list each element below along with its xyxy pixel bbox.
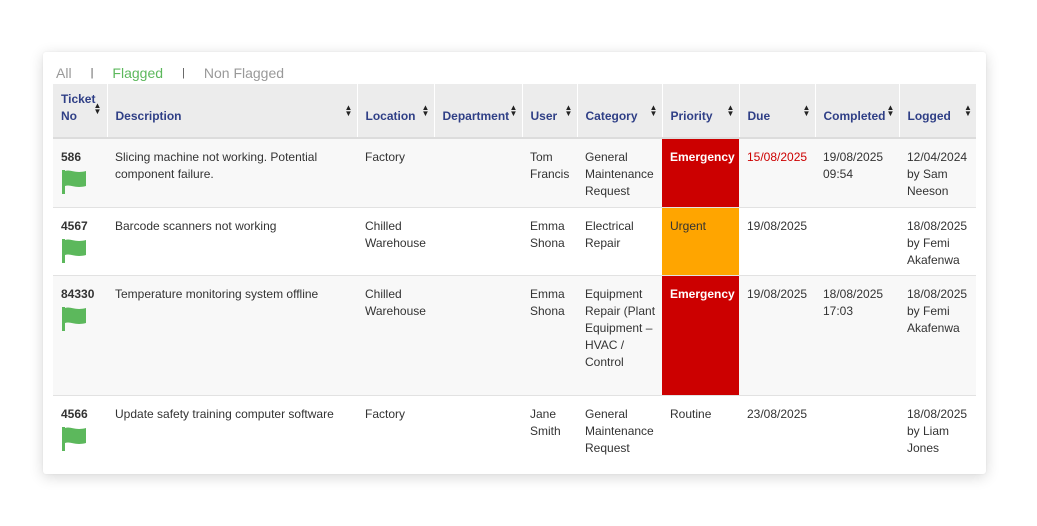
- description-cell: Temperature monitoring system offline: [107, 275, 357, 396]
- table-row[interactable]: 4567 Barcode scanners not working Chille…: [53, 207, 976, 276]
- filter-non-flagged[interactable]: Non Flagged: [203, 65, 285, 81]
- completed-cell: [815, 207, 899, 276]
- location-cell: Chilled Warehouse: [357, 207, 434, 276]
- sort-icon[interactable]: ▲ ▼: [726, 103, 735, 118]
- table-body: 586 Slicing machine not working. Potenti…: [53, 138, 976, 463]
- department-cell: [434, 395, 522, 463]
- department-cell: [434, 207, 522, 276]
- sort-icon[interactable]: ▲ ▼: [886, 103, 895, 118]
- sort-icon[interactable]: ▲ ▼: [509, 103, 518, 118]
- sort-icon[interactable]: ▲ ▼: [964, 103, 972, 118]
- flag-icon[interactable]: [61, 426, 87, 451]
- column-header-label: Logged: [907, 109, 951, 123]
- column-header-label: Location: [365, 109, 416, 123]
- logged-cell: 18/08/2025 by Liam Jones: [899, 395, 976, 463]
- column-header-label: Description: [115, 109, 182, 123]
- filter-separator: |: [90, 67, 94, 79]
- category-cell: General Maintenance Request: [577, 395, 662, 463]
- due-cell: 19/08/2025: [739, 275, 815, 396]
- column-header-due[interactable]: Due ▲ ▼: [739, 84, 816, 139]
- ticket-no-cell: 586: [53, 138, 107, 208]
- logged-cell: 18/08/2025 by Femi Akafenwa: [899, 207, 976, 276]
- user-cell: Jane Smith: [522, 395, 577, 463]
- location-cell: Factory: [357, 138, 434, 208]
- location-cell: Chilled Warehouse: [357, 275, 434, 396]
- user-cell: Emma Shona: [522, 207, 577, 276]
- filter-flagged[interactable]: Flagged: [112, 65, 164, 81]
- flag-icon[interactable]: [61, 238, 87, 263]
- ticket-number[interactable]: 4566: [61, 406, 88, 421]
- department-cell: [434, 275, 522, 396]
- user-cell: Emma Shona: [522, 275, 577, 396]
- column-header-user[interactable]: User ▲ ▼: [522, 84, 578, 139]
- ticket-number[interactable]: 586: [61, 150, 82, 164]
- due-cell: 23/08/2025: [739, 395, 815, 463]
- column-header-label: Completed: [823, 109, 886, 123]
- column-header-label: Due: [747, 109, 771, 123]
- priority-cell: Urgent: [662, 207, 739, 276]
- table-row[interactable]: 586 Slicing machine not working. Potenti…: [53, 138, 976, 208]
- ticket-number[interactable]: 84330: [61, 286, 95, 301]
- column-header-label: Priority: [670, 109, 713, 123]
- priority-cell: Emergency: [662, 275, 739, 396]
- logged-cell: 18/08/2025 by Femi Akafenwa: [899, 275, 976, 396]
- column-header-logged[interactable]: Logged ▲ ▼: [899, 84, 976, 139]
- due-cell: 19/08/2025: [739, 207, 815, 276]
- flag-icon[interactable]: [61, 170, 87, 194]
- priority-cell: Emergency: [662, 138, 739, 208]
- table-header: Ticket No ▲ ▼ Description ▲ ▼ Location ▲ ▼ Dep…: [53, 84, 976, 139]
- sort-icon[interactable]: ▲ ▼: [93, 101, 102, 116]
- sort-icon[interactable]: ▲ ▼: [802, 103, 811, 118]
- column-header-category[interactable]: Category ▲ ▼: [577, 84, 663, 139]
- column-header-label: Department: [442, 109, 510, 123]
- flag-icon[interactable]: [61, 306, 87, 331]
- column-header-priority[interactable]: Priority ▲ ▼: [662, 84, 740, 139]
- ticket-no-cell: 4566: [53, 395, 107, 463]
- column-header-location[interactable]: Location ▲ ▼: [357, 84, 435, 139]
- priority-cell: Routine: [662, 395, 739, 463]
- filter-all[interactable]: All: [56, 65, 72, 81]
- filter-separator: |: [182, 67, 185, 79]
- table-row[interactable]: 4566 Update safety training computer sof…: [53, 395, 976, 463]
- logged-cell: 12/04/2024 by Sam Neeson: [899, 138, 976, 208]
- sort-icon[interactable]: ▲ ▼: [344, 103, 353, 118]
- column-header-department[interactable]: Department ▲ ▼: [434, 84, 523, 139]
- department-cell: [434, 138, 522, 208]
- ticket-no-cell: 84330: [53, 275, 107, 396]
- flag-filter-bar: All | Flagged | Non Flagged: [56, 64, 284, 82]
- column-header-label: User: [530, 109, 558, 123]
- column-header-description[interactable]: Description ▲ ▼: [107, 84, 358, 139]
- sort-icon[interactable]: ▲ ▼: [564, 103, 573, 118]
- completed-cell: [815, 395, 899, 463]
- completed-cell: 19/08/2025 09:54: [815, 138, 899, 208]
- column-header-label: Category: [585, 109, 638, 123]
- sort-icon[interactable]: ▲ ▼: [649, 103, 658, 118]
- description-cell: Update safety training computer software: [107, 395, 357, 463]
- location-cell: Factory: [357, 395, 434, 463]
- table-row[interactable]: 84330 Temperature monitoring system offl…: [53, 275, 976, 396]
- category-cell: Equipment Repair (Plant Equipment – HVAC…: [577, 275, 662, 396]
- due-cell: 15/08/2025: [739, 138, 815, 208]
- sort-icon[interactable]: ▲ ▼: [421, 103, 430, 118]
- column-header-completed[interactable]: Completed ▲ ▼: [815, 84, 900, 139]
- ticket-no-cell: 4567: [53, 207, 107, 276]
- ticket-number[interactable]: 4567: [61, 218, 88, 233]
- column-header-label: Ticket No: [61, 92, 96, 123]
- tickets-table: Ticket No ▲ ▼ Description ▲ ▼ Location ▲ ▼ Dep…: [53, 84, 976, 463]
- category-cell: General Maintenance Request: [577, 138, 662, 208]
- user-cell: Tom Francis: [522, 138, 577, 208]
- description-cell: Slicing machine not working. Potential c…: [107, 138, 357, 208]
- category-cell: Electrical Repair: [577, 207, 662, 276]
- column-header-ticket-no[interactable]: Ticket No ▲ ▼: [53, 84, 108, 139]
- completed-cell: 18/08/2025 17:03: [815, 275, 899, 396]
- description-cell: Barcode scanners not working: [107, 207, 357, 276]
